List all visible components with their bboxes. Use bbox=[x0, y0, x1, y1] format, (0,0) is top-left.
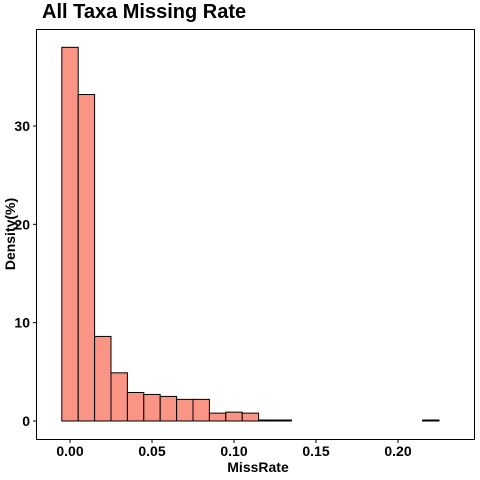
histogram-bar bbox=[422, 419, 440, 422]
plot-panel-border bbox=[36, 29, 475, 440]
y-tick-label: 10 bbox=[14, 315, 30, 331]
histogram-bar bbox=[176, 398, 194, 422]
histogram-bar bbox=[126, 391, 145, 422]
histogram-bar bbox=[143, 393, 161, 422]
y-tick-label: 20 bbox=[14, 216, 30, 232]
histogram-bar bbox=[61, 46, 79, 422]
x-tick-label: 0.10 bbox=[220, 443, 247, 459]
chart-title: All Taxa Missing Rate bbox=[42, 1, 247, 23]
histogram-bar bbox=[77, 94, 96, 422]
bars-group bbox=[61, 46, 440, 422]
y-tick-label: 30 bbox=[14, 118, 30, 134]
histogram-bar bbox=[110, 372, 128, 422]
x-axis-title: MissRate bbox=[227, 459, 289, 475]
y-tick-label: 0 bbox=[22, 413, 30, 429]
x-tick-label: 0.00 bbox=[56, 443, 83, 459]
histogram-bar bbox=[225, 411, 243, 422]
histogram-bar bbox=[241, 412, 260, 422]
histogram-bar bbox=[192, 398, 210, 422]
histogram-bar bbox=[94, 335, 112, 422]
x-tick-label: 0.05 bbox=[138, 443, 165, 459]
y-axis-title: Density(%) bbox=[2, 198, 18, 270]
y-axis: 0 10 20 30 bbox=[14, 118, 37, 429]
histogram-bar bbox=[274, 419, 292, 422]
histogram-bar bbox=[159, 395, 178, 422]
x-axis: 0.00 0.05 0.10 0.15 0.20 bbox=[56, 439, 412, 459]
x-tick-label: 0.20 bbox=[384, 443, 411, 459]
x-tick-label: 0.15 bbox=[302, 443, 329, 459]
histogram-bar bbox=[258, 419, 276, 422]
histogram-bar bbox=[208, 412, 227, 422]
